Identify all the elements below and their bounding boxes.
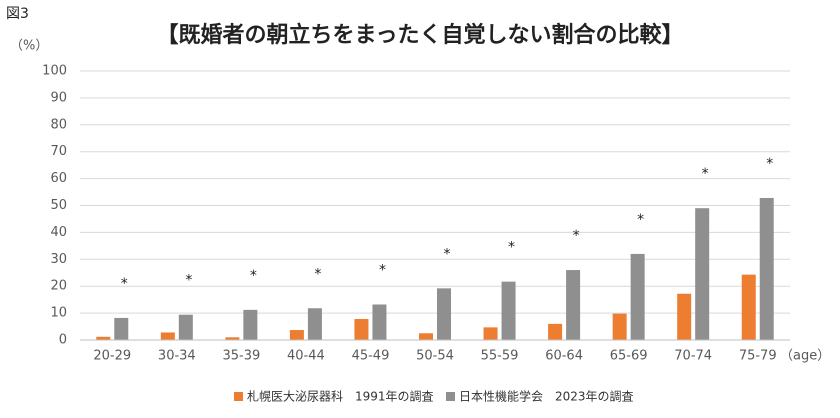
- x-tick-label: 45-49: [352, 349, 390, 364]
- significance-mark: *: [314, 266, 321, 282]
- bar: [225, 337, 240, 340]
- y-tick-label: 100: [42, 64, 67, 79]
- significance-mark: *: [379, 262, 386, 278]
- y-tick-label: 60: [50, 171, 67, 186]
- y-tick-label: 40: [50, 225, 67, 240]
- bar: [483, 327, 498, 340]
- legend-swatch: [446, 392, 455, 401]
- significance-mark: *: [508, 240, 515, 256]
- y-tick-label: 30: [50, 252, 67, 267]
- bar: [114, 317, 129, 340]
- bar: [566, 270, 581, 340]
- figure-label: 図3: [6, 6, 29, 22]
- y-tick-label: 10: [50, 306, 67, 321]
- bar: [630, 253, 645, 340]
- x-tick-label: 50-54: [416, 349, 454, 364]
- y-tick-label: 70: [50, 144, 67, 159]
- y-tick-label: 80: [50, 117, 67, 132]
- x-tick-label: 30-34: [158, 349, 196, 364]
- bar: [437, 288, 451, 340]
- bar: [695, 208, 710, 340]
- bar: [160, 332, 175, 340]
- bar: [419, 333, 433, 340]
- x-tick-label: 75-79: [739, 349, 777, 364]
- bar: [612, 313, 627, 340]
- bar: [759, 197, 774, 340]
- y-tick-label: 20: [50, 279, 67, 294]
- significance-mark: *: [702, 166, 709, 182]
- x-tick-label: 65-69: [610, 349, 648, 364]
- bar: [501, 281, 516, 340]
- y-tick-label: 0: [59, 333, 67, 348]
- bar: [741, 274, 756, 340]
- bar: [354, 319, 369, 340]
- bar: [96, 336, 111, 340]
- legend-label: 日本性機能学会 2023年の調査: [459, 389, 634, 404]
- bar: [307, 308, 322, 340]
- x-axis-label: （age）: [780, 349, 830, 364]
- significance-mark: *: [250, 268, 257, 284]
- x-tick-label: 20-29: [93, 349, 131, 364]
- x-tick-label: 40-44: [287, 349, 325, 364]
- significance-mark: *: [766, 156, 773, 172]
- bar: [548, 323, 563, 340]
- legend-swatch: [234, 392, 243, 401]
- y-tick-label: 90: [50, 90, 67, 105]
- bar: [243, 309, 258, 340]
- significance-mark: *: [444, 246, 451, 262]
- significance-mark: *: [573, 228, 580, 244]
- y-tick-label: 50: [50, 198, 67, 213]
- x-tick-label: 55-59: [481, 349, 519, 364]
- significance-mark: *: [185, 273, 192, 289]
- y-axis-label: （%）: [10, 39, 48, 54]
- x-tick-label: 70-74: [674, 349, 712, 364]
- x-tick-label: 60-64: [545, 349, 583, 364]
- x-tick-label: 35-39: [222, 349, 260, 364]
- bar: [677, 293, 692, 340]
- legend-label: 札幌医大泌尿器科 1991年の調査: [247, 389, 434, 404]
- bar: [178, 314, 193, 340]
- chart-title: 【既婚者の朝立ちをまったく自覚しない割合の比較】: [156, 22, 683, 48]
- significance-mark: *: [637, 212, 644, 228]
- bar: [372, 304, 387, 340]
- significance-mark: *: [121, 276, 128, 292]
- bar: [289, 330, 304, 340]
